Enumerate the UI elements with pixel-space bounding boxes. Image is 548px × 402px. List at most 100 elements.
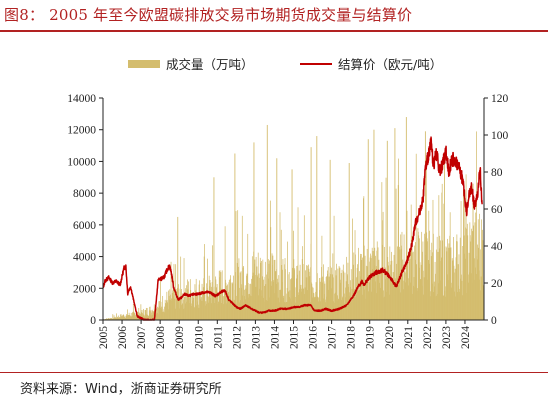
volume-bar <box>303 263 305 320</box>
volume-bar <box>474 267 476 320</box>
volume-bar <box>346 274 348 320</box>
volume-bar <box>238 302 240 320</box>
volume-bar <box>449 235 451 320</box>
volume-bar <box>173 296 174 320</box>
volume-bar <box>223 304 225 320</box>
volume-bar <box>193 297 195 320</box>
volume-bar <box>299 289 301 320</box>
volume-bar <box>453 237 454 320</box>
y-right-tick-label-3: 60 <box>491 204 503 216</box>
volume-bar <box>368 282 370 320</box>
volume-bar <box>111 318 113 320</box>
volume-bar <box>205 305 206 320</box>
volume-bar <box>287 241 288 320</box>
volume-bar <box>322 276 324 320</box>
volume-bar <box>450 247 451 320</box>
volume-bar <box>266 274 267 320</box>
volume-bar <box>116 317 118 320</box>
volume-bar <box>407 257 409 320</box>
volume-bar <box>398 158 399 320</box>
volume-bar <box>326 276 327 320</box>
volume-bar <box>327 267 329 320</box>
volume-bar <box>479 213 480 320</box>
volume-bar <box>157 306 158 320</box>
volume-bar <box>214 292 216 320</box>
volume-spike-9 <box>329 159 331 320</box>
volume-bar <box>259 257 261 320</box>
volume-bar <box>158 301 160 320</box>
volume-bar <box>170 299 171 320</box>
volume-bar <box>381 182 383 320</box>
volume-bar <box>272 265 273 320</box>
volume-bar <box>339 282 341 320</box>
volume-bar <box>452 260 454 320</box>
volume-bar <box>340 273 342 320</box>
volume-spike-0 <box>177 216 179 320</box>
volume-bar <box>411 235 413 320</box>
volume-bar <box>419 238 420 320</box>
volume-bar <box>364 289 366 320</box>
volume-bar <box>192 300 193 320</box>
volume-bar <box>429 230 430 320</box>
volume-bar <box>455 257 457 320</box>
volume-bar <box>463 235 465 320</box>
volume-bar <box>147 316 149 320</box>
volume-bar <box>130 316 131 320</box>
volume-bar <box>216 287 218 320</box>
volume-bar <box>278 289 280 320</box>
volume-bar <box>156 312 158 320</box>
volume-bar <box>478 279 480 320</box>
volume-bar <box>368 291 370 320</box>
volume-bar <box>375 255 376 320</box>
volume-bar <box>329 280 330 320</box>
volume-bar <box>369 261 371 320</box>
volume-bar <box>342 297 344 320</box>
volume-bar <box>469 235 471 320</box>
volume-bar <box>341 269 343 320</box>
volume-spike-14 <box>394 128 396 320</box>
volume-bar <box>346 256 348 320</box>
volume-bar <box>208 302 210 320</box>
volume-bar <box>117 317 119 320</box>
volume-bar <box>370 253 371 320</box>
volume-bar <box>390 281 392 320</box>
volume-bar <box>332 253 334 320</box>
volume-bar <box>215 279 217 320</box>
y-left-tick-label-5: 10000 <box>67 156 96 168</box>
volume-bar <box>377 273 379 320</box>
volume-bar <box>474 222 476 320</box>
volume-bar <box>155 305 157 320</box>
volume-bar <box>235 211 237 320</box>
volume-bar <box>119 314 121 320</box>
volume-bar <box>376 293 377 320</box>
volume-bar <box>124 315 126 320</box>
volume-bar <box>479 270 481 320</box>
volume-bar <box>389 264 391 320</box>
volume-bar <box>472 231 473 320</box>
volume-bar <box>251 256 253 320</box>
volume-bar <box>189 295 191 320</box>
volume-bar <box>286 287 288 320</box>
volume-bar <box>482 240 484 320</box>
volume-bar <box>420 279 422 320</box>
volume-bar <box>294 302 296 320</box>
volume-spike-18 <box>463 189 464 320</box>
volume-bar <box>225 282 227 320</box>
volume-bar <box>393 254 395 320</box>
volume-bar <box>311 283 313 320</box>
volume-bar <box>481 219 482 320</box>
volume-bar <box>363 245 365 320</box>
y-right-tick-label-6: 120 <box>491 93 509 105</box>
volume-bar <box>399 292 401 320</box>
volume-bar <box>118 317 120 320</box>
volume-bar <box>469 272 470 320</box>
volume-bar <box>447 247 449 320</box>
volume-bar <box>378 259 380 320</box>
volume-bar <box>458 285 459 320</box>
volume-bar <box>332 274 333 320</box>
volume-bar <box>454 291 456 320</box>
volume-bar <box>296 266 298 320</box>
volume-bar <box>337 295 338 320</box>
volume-bar <box>335 275 337 320</box>
volume-bar <box>285 301 287 320</box>
